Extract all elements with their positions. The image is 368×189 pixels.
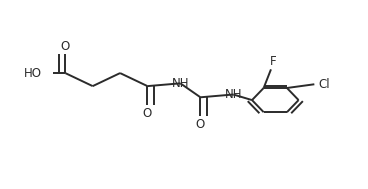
Text: Cl: Cl [318, 78, 330, 91]
Text: O: O [143, 107, 152, 120]
Text: NH: NH [171, 77, 189, 90]
Text: NH: NH [224, 88, 242, 101]
Text: F: F [269, 54, 276, 67]
Text: O: O [61, 40, 70, 53]
Text: HO: HO [24, 67, 42, 80]
Text: O: O [196, 118, 205, 131]
